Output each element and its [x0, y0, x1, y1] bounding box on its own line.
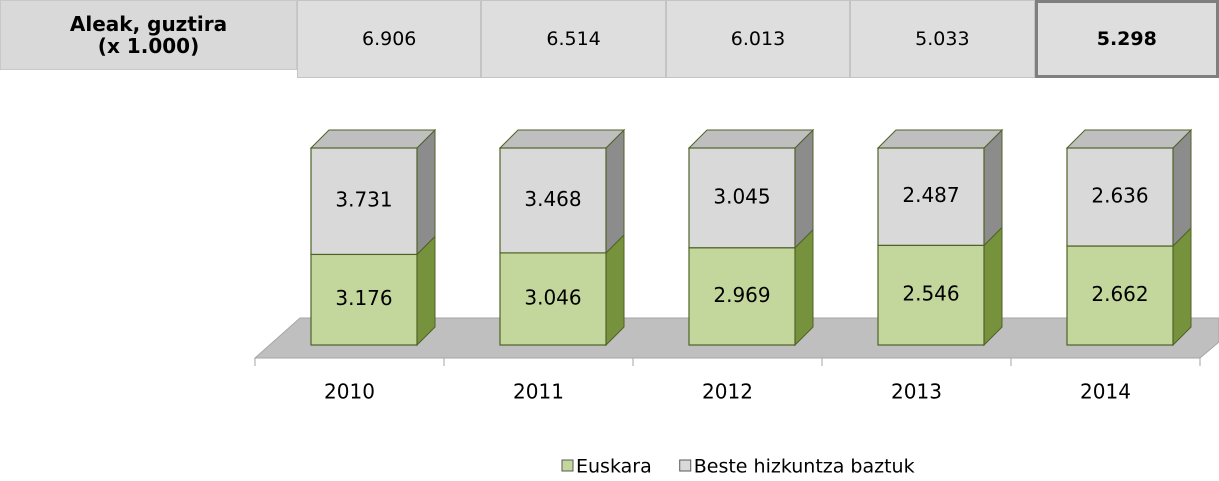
total-cell: 6.013 [665, 0, 851, 78]
data-label: 2.487 [902, 183, 959, 207]
bar-side [416, 235, 436, 347]
bar-side [605, 233, 625, 347]
bar-top [309, 129, 437, 149]
legend-swatch [561, 459, 574, 472]
bar [877, 147, 985, 246]
x-tick-label: 2012 [702, 380, 753, 404]
table-header: Aleak, guztira (x 1.000) [0, 0, 297, 70]
bar-side [794, 228, 814, 347]
data-label: 2.969 [713, 283, 770, 307]
total-cell: 6.906 [297, 0, 482, 78]
data-label: 2.546 [902, 282, 959, 306]
x-tick-label: 2011 [513, 380, 564, 404]
bar-side [983, 128, 1003, 247]
bar [1066, 245, 1174, 346]
bar-side [605, 128, 625, 255]
data-label: 3.176 [335, 286, 392, 310]
total-cell: 5.298 [1034, 0, 1219, 78]
bar-top [1065, 129, 1193, 149]
data-label: 2.636 [1091, 184, 1148, 208]
data-label: 3.731 [335, 188, 392, 212]
x-tick-label: 2010 [324, 380, 375, 404]
bar-side [1172, 128, 1192, 248]
bar-side [794, 128, 814, 249]
header-line: Aleak, guztira [69, 12, 228, 36]
bar-top [498, 129, 626, 149]
total-cell: 6.514 [481, 0, 666, 78]
bar-top [876, 129, 1004, 149]
header-line: (x 1.000) [97, 34, 200, 58]
bar-side [416, 128, 436, 256]
bar [688, 247, 796, 346]
bar [688, 147, 796, 249]
bar-side [983, 226, 1003, 347]
legend-label: Beste hizkuntza baztuk [694, 456, 915, 478]
x-tick-label: 2013 [891, 380, 942, 404]
legend-label: Euskara [576, 456, 652, 478]
x-tick-label: 2014 [1080, 380, 1131, 404]
data-label: 3.468 [524, 187, 581, 211]
bar [877, 244, 985, 346]
bar-side [1172, 226, 1192, 347]
bar-top [687, 129, 815, 149]
bar [499, 147, 607, 254]
bar [499, 252, 607, 346]
bar [310, 253, 418, 346]
bar [310, 147, 418, 256]
data-label: 3.046 [524, 285, 581, 309]
data-label: 3.045 [713, 184, 770, 208]
data-label: 2.662 [1091, 282, 1148, 306]
total-cell: 5.033 [850, 0, 1035, 78]
legend-swatch [679, 459, 692, 472]
bar [1066, 147, 1174, 247]
